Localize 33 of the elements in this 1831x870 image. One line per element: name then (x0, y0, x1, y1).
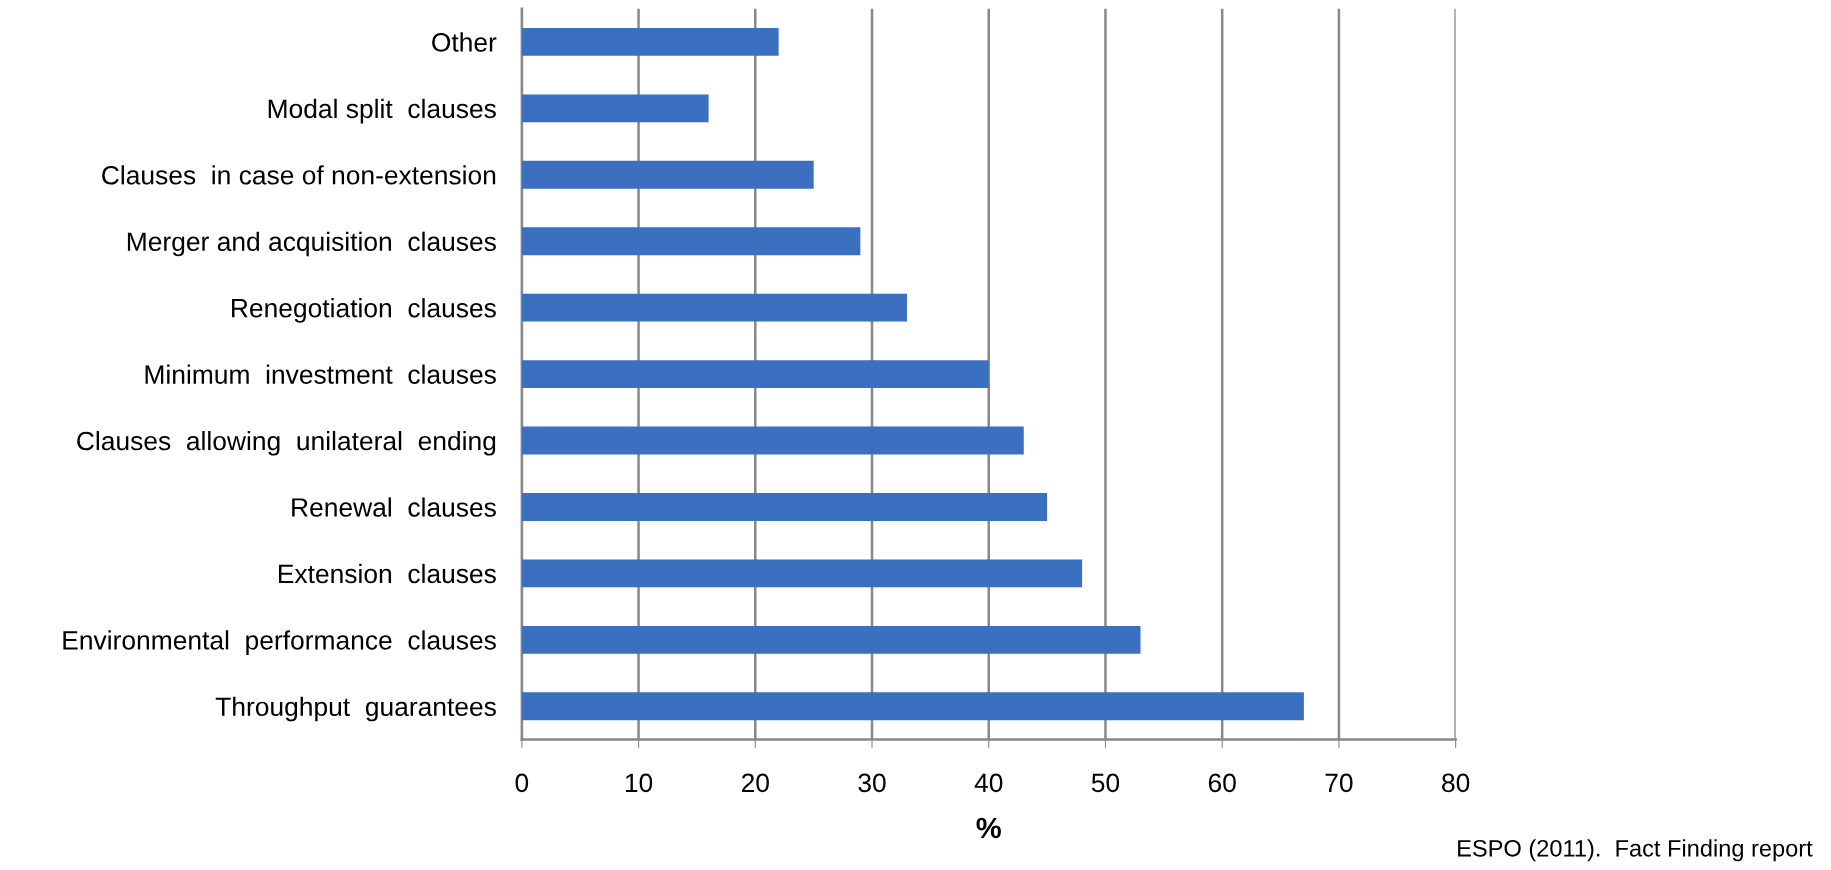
y-tick-label: Modal split clauses (268, 98, 496, 124)
y-tick-label: Clauses in case of non-extension (102, 165, 496, 185)
bar (521, 559, 1083, 588)
y-tick-label: Renegotiation clauses (232, 298, 496, 323)
y-tick-label: Extension clauses (278, 563, 496, 584)
bar (521, 692, 1304, 721)
bar (521, 360, 989, 389)
x-tick-label: 70 (1325, 773, 1353, 793)
x-tick-label: 80 (1442, 773, 1470, 793)
y-tick-label: Renewal clauses (292, 497, 496, 517)
bar (521, 625, 1141, 654)
bar (521, 426, 1024, 455)
x-tick-label: 20 (741, 773, 769, 793)
x-tick-label: 50 (1091, 773, 1120, 793)
bar (521, 493, 1048, 521)
x-axis-title: % (976, 817, 1001, 839)
x-tick-label: 30 (858, 773, 886, 793)
bar (521, 227, 861, 256)
x-tick-label: 60 (1208, 773, 1236, 793)
x-tick-label: 10 (625, 773, 653, 793)
bar (521, 160, 814, 189)
y-tick-label: Clauses allowing unilateral ending (77, 430, 496, 456)
y-tick-label: Throughput guarantees (215, 696, 496, 722)
y-tick-label: Other (432, 32, 497, 52)
y-tick-label: Environmental performance clauses (63, 630, 496, 655)
bar (521, 27, 779, 56)
y-tick-label: Merger and acquisition clauses (127, 231, 496, 257)
x-tick-label: 40 (974, 773, 1003, 793)
text: ESPO (2011). Fact Finding report (1458, 839, 1813, 862)
bar (521, 293, 908, 322)
y-tick-label: Minimum investment clauses (145, 364, 496, 384)
x-tick-label: 0 (515, 773, 529, 793)
bar (521, 94, 709, 123)
